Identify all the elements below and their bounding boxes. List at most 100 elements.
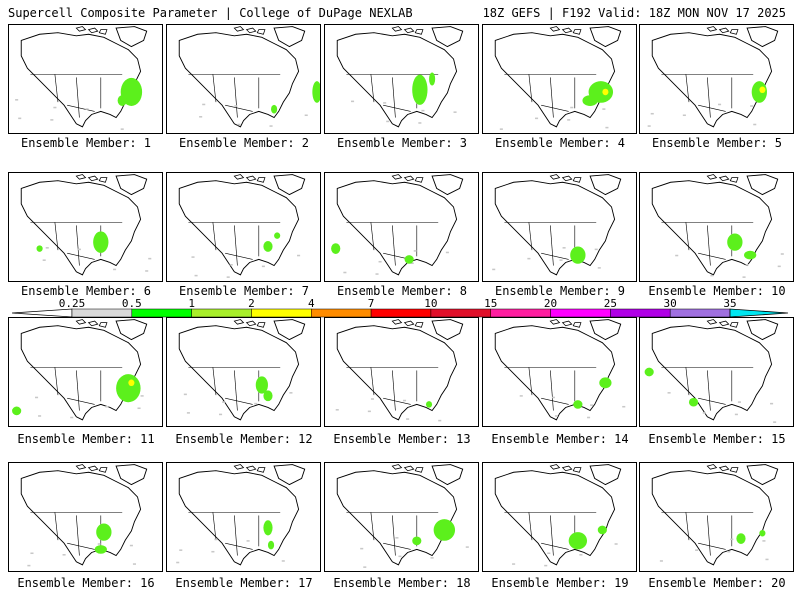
chart-title: Supercell Composite Parameter | College … xyxy=(8,6,413,20)
low-value-speck xyxy=(750,105,754,107)
border-line xyxy=(392,515,396,556)
low-value-speck xyxy=(659,560,663,562)
member-label: Ensemble Member: 7 xyxy=(178,284,310,298)
ensemble-map-panel xyxy=(482,462,637,572)
low-value-speck xyxy=(297,254,301,257)
greenland-outline xyxy=(746,174,779,196)
coastline xyxy=(336,180,458,276)
border-line xyxy=(76,370,80,411)
border-line xyxy=(528,74,533,103)
coastline xyxy=(20,32,142,128)
low-value-speck xyxy=(742,276,746,278)
scp-contour-area xyxy=(573,400,583,409)
coastline xyxy=(178,32,300,128)
color-scale-bar: 0.25 0.5 1 2 4 7 10 15 20 25 30 35 xyxy=(12,298,789,318)
scp-contour-area xyxy=(36,245,43,252)
low-value-speck xyxy=(254,402,258,405)
island-outline xyxy=(414,177,424,183)
scp-contour-area xyxy=(117,95,127,106)
colorbar-left-arrow xyxy=(12,308,73,318)
island-outline xyxy=(98,29,108,35)
island-outline xyxy=(233,26,245,32)
map-svg xyxy=(20,464,148,567)
scp-contour-area xyxy=(433,519,456,541)
ensemble-map-panel xyxy=(8,24,163,134)
low-value-speck xyxy=(343,271,347,274)
border-line xyxy=(383,104,411,112)
island-outline xyxy=(414,467,424,473)
ensemble-map-panel xyxy=(639,462,794,572)
island-outline xyxy=(561,27,573,34)
island-outline xyxy=(729,467,739,473)
low-value-speck xyxy=(544,564,548,567)
colorbar-tick-label: 7 xyxy=(368,298,375,310)
low-value-speck xyxy=(737,401,741,403)
member-label: Ensemble Member: 2 xyxy=(178,136,310,150)
low-value-speck xyxy=(453,111,457,113)
border-line xyxy=(528,367,533,396)
greenland-outline xyxy=(115,26,148,48)
low-value-speck xyxy=(499,128,503,130)
low-value-speck xyxy=(129,544,133,547)
border-line xyxy=(234,225,238,266)
low-value-speck xyxy=(519,395,523,397)
low-value-speck xyxy=(770,402,774,405)
low-value-speck xyxy=(614,543,618,545)
colorbar-segment xyxy=(370,308,432,318)
low-value-speck xyxy=(202,103,206,106)
low-value-speck xyxy=(587,416,591,419)
border-line xyxy=(392,225,396,266)
low-value-speck xyxy=(30,552,34,555)
border-line xyxy=(698,397,726,405)
island-outline xyxy=(87,175,99,182)
border-line xyxy=(212,512,217,541)
island-outline xyxy=(391,319,403,325)
coastline xyxy=(494,470,616,566)
low-value-speck xyxy=(445,251,449,254)
greenland-outline xyxy=(431,174,464,196)
low-value-speck xyxy=(18,117,22,120)
low-value-speck xyxy=(50,119,54,121)
border-line xyxy=(76,77,80,118)
scp-contour-area xyxy=(688,397,699,407)
coastline xyxy=(178,470,300,566)
coastline xyxy=(494,325,616,421)
low-value-speck xyxy=(132,563,136,565)
island-outline xyxy=(87,320,99,327)
member-label: Ensemble Member: 13 xyxy=(333,432,471,446)
low-value-speck xyxy=(547,552,551,555)
island-outline xyxy=(414,29,424,35)
map-svg xyxy=(651,464,779,566)
colorbar-tick-label: 25 xyxy=(604,298,617,310)
low-value-speck xyxy=(70,416,74,419)
scp-contour-area xyxy=(751,81,767,103)
low-value-speck xyxy=(351,100,355,103)
scp-contour-area xyxy=(412,536,422,546)
colorbar-tick-label: 20 xyxy=(544,298,557,310)
low-value-speck xyxy=(579,554,583,556)
border-line xyxy=(550,225,554,266)
border-line xyxy=(76,515,80,556)
border-line xyxy=(67,252,95,260)
low-value-speck xyxy=(363,566,367,568)
low-value-speck xyxy=(186,412,190,414)
low-value-speck xyxy=(77,248,81,251)
ensemble-map-panel xyxy=(639,24,794,134)
low-value-speck xyxy=(234,105,238,107)
member-label: Ensemble Member: 4 xyxy=(494,136,626,150)
colorbar-tick-label: 1 xyxy=(188,298,195,310)
low-value-speck xyxy=(335,409,339,411)
colorbar-tick-label: 0.5 xyxy=(122,298,142,310)
border-line xyxy=(698,542,726,550)
island-outline xyxy=(403,27,415,34)
colorbar-segment xyxy=(669,308,731,318)
low-value-speck xyxy=(120,128,124,130)
scp-contour-area xyxy=(12,406,22,416)
greenland-outline xyxy=(589,26,622,48)
member-label: Ensemble Member: 14 xyxy=(491,432,629,446)
greenland-outline xyxy=(273,464,306,486)
island-outline xyxy=(718,465,730,472)
border-line xyxy=(392,370,396,411)
low-value-speck xyxy=(597,267,601,269)
low-value-speck xyxy=(137,407,141,410)
